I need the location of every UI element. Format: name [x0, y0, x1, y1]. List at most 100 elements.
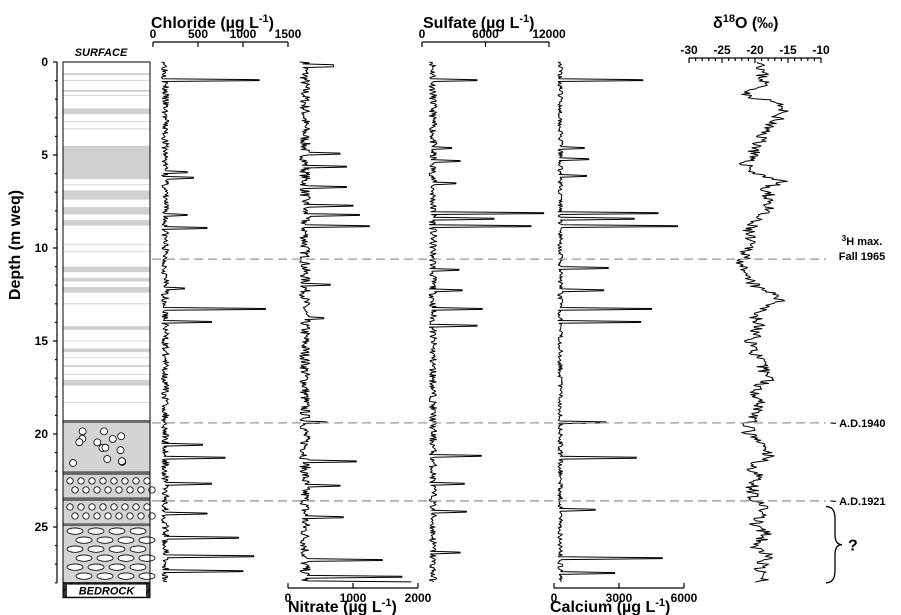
strat-cobble — [129, 545, 147, 553]
strat-pebble — [118, 457, 126, 466]
strat-gravel — [126, 486, 134, 494]
strat-column-border — [62, 61, 151, 584]
strat-layer-band — [63, 287, 150, 293]
nitrate-profile-line — [299, 61, 412, 583]
strat-layer-band — [63, 145, 150, 180]
strat-gravel — [82, 512, 90, 520]
strat-pebble — [100, 427, 108, 436]
strat-pebble — [75, 438, 84, 447]
strat-pebble — [101, 443, 110, 452]
strat-cobble — [96, 572, 114, 580]
strat-gravel — [99, 503, 107, 511]
depth-tick-label: 20 — [35, 427, 49, 441]
chloride-profile-line — [161, 61, 266, 583]
strat-cobble — [129, 527, 147, 535]
strat-pebble — [78, 427, 87, 436]
strat-pebble — [93, 438, 102, 447]
strat-layer-band — [63, 365, 150, 368]
strat-gravel — [104, 486, 112, 494]
chloride-series: 0 500 1000 1500 — [150, 27, 302, 583]
strat-gravel — [66, 503, 74, 511]
sulfate-tick-label: 12000 — [532, 27, 566, 41]
calcium-axis-title: Calcium (µg L-1) — [550, 597, 670, 615]
strat-gravel — [104, 512, 112, 520]
strat-layer-band — [63, 190, 150, 200]
strat-gravel — [93, 486, 101, 494]
strat-gravel — [143, 477, 151, 485]
depth-tick-label: 10 — [35, 241, 49, 255]
strat-cobble — [87, 545, 105, 553]
strat-gravel — [115, 486, 123, 494]
strat-cobble — [117, 554, 135, 562]
depth-tick-label: 15 — [35, 334, 49, 348]
strat-layer-band — [63, 326, 150, 330]
strat-cobble — [66, 527, 84, 535]
strat-gravel — [110, 477, 118, 485]
strat-pebble — [69, 459, 77, 467]
nitrate-tick-label: 0 — [285, 591, 292, 605]
sulfate-series: 0 6000 12000 — [419, 27, 566, 583]
depth-axis: 0 5 10 15 20 25 — [35, 55, 58, 584]
strat-gravel — [143, 503, 151, 511]
strat-layer-band — [63, 348, 150, 353]
nitrate-series: 0 1000 2000 — [285, 61, 432, 605]
calcium-tick-label: 0 — [551, 591, 558, 605]
strat-cobble — [87, 563, 105, 571]
sulfate-axis-title: Sulfate (µg L-1) — [423, 13, 534, 32]
strat-layer-band — [63, 207, 150, 215]
d18o-tick-label: -15 — [779, 43, 797, 57]
strat-cobble — [108, 527, 126, 535]
strat-layer-band — [63, 89, 150, 92]
strat-gravel — [77, 477, 85, 485]
strat-gravel — [121, 477, 129, 485]
d18o-series: -30 -25 -20 -15 -10 — [680, 43, 830, 583]
sulfate-tick-label: 0 — [419, 27, 426, 41]
calcium-series: 0 3000 6000 — [551, 61, 698, 605]
reference-lines: 3H max. Fall 1965 ~ A.D.1940 ~ A.D.1921 — [152, 234, 886, 508]
strat-cobble — [129, 563, 147, 571]
series-layer: 0 500 1000 1500 0 1000 2000 0 6000 12000 0 3000 6000… — [150, 27, 830, 605]
strat-pebble — [117, 432, 126, 441]
strat-boundary — [63, 523, 150, 527]
strat-cobble — [138, 554, 156, 562]
strat-gravel — [99, 477, 107, 485]
strat-pebble — [103, 455, 112, 463]
chloride-tick-label: 1500 — [275, 27, 302, 41]
d18o-tick-label: -10 — [812, 43, 830, 57]
chloride-tick-label: 1000 — [230, 27, 257, 41]
strat-cobble — [117, 572, 135, 580]
strat-gravel — [132, 503, 140, 511]
strat-gravel — [137, 486, 145, 494]
d18o-profile-line — [735, 61, 789, 583]
y-axis-label: Depth (m weq) — [7, 190, 24, 300]
bedrock-label: BEDROCK — [79, 586, 136, 598]
strat-pebble — [116, 446, 125, 455]
strat-cobble — [96, 554, 114, 562]
strat-unit-ice — [63, 62, 150, 421]
calcium-tick-label: 3000 — [606, 591, 633, 605]
surface-label: SURFACE — [75, 47, 128, 59]
strat-gravel — [66, 477, 74, 485]
strat-gravel — [77, 503, 85, 511]
age-marker-label: ~ A.D.1921 — [830, 496, 886, 508]
strat-cobble — [108, 563, 126, 571]
nitrate-tick-label: 2000 — [405, 591, 432, 605]
strat-boundary — [63, 420, 150, 423]
sulfate-profile-line — [428, 61, 545, 583]
strat-gravel — [137, 512, 145, 520]
unknown-age-bracket: ? — [825, 505, 858, 584]
strat-cobble — [75, 572, 93, 580]
strat-cobble — [138, 572, 156, 580]
strat-cobble — [87, 527, 105, 535]
strat-layer-band — [63, 220, 150, 226]
strat-gravel — [93, 512, 101, 520]
depth-tick-label: 5 — [41, 148, 48, 162]
surface-label-box — [63, 44, 150, 60]
strat-layer-band — [63, 277, 150, 282]
strat-gravel — [126, 512, 134, 520]
age-marker-label: ~ A.D.1940 — [830, 418, 886, 430]
d18o-axis-title: δ18O (‰) — [713, 13, 779, 32]
bedrock-label-box — [67, 584, 146, 597]
d18o-tick-label: -25 — [713, 43, 731, 57]
